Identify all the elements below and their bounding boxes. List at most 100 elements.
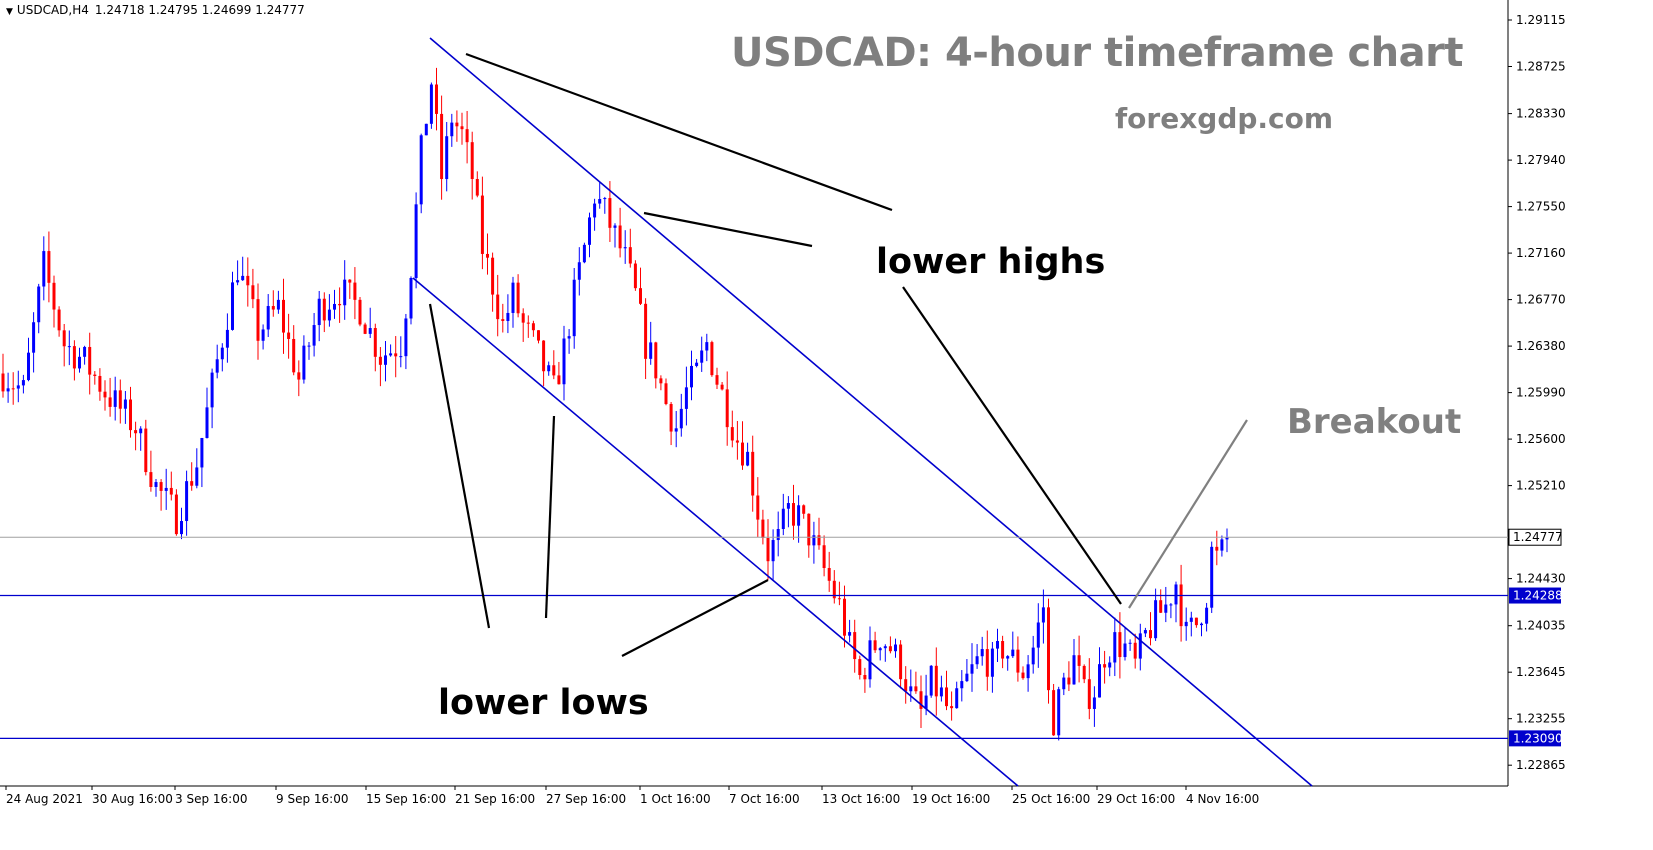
candle-body <box>542 340 546 372</box>
pointer-line-lower-lows-2 <box>544 415 556 619</box>
candle-body <box>644 303 648 359</box>
candle-body <box>1087 679 1091 709</box>
candle-body <box>807 513 811 546</box>
y-tick-label: 1.26380 <box>1516 339 1566 353</box>
candle-body <box>1174 584 1178 605</box>
candle-body <box>1108 662 1112 668</box>
candle-body <box>307 345 311 347</box>
candle-body <box>730 427 734 441</box>
candle-body <box>1154 600 1158 639</box>
candle-body <box>1026 664 1030 679</box>
candle-body <box>1164 604 1168 613</box>
annotation-breakout: Breakout <box>1287 402 1462 442</box>
channel-upper-line <box>429 37 1313 787</box>
candle-body <box>429 84 433 124</box>
candle-body <box>123 399 127 409</box>
candle-body <box>572 279 576 337</box>
candle-body <box>419 135 423 205</box>
candle-body <box>715 375 719 385</box>
y-tick-label: 1.26770 <box>1516 293 1566 307</box>
candle-body <box>965 673 969 682</box>
candle-body <box>593 203 597 218</box>
candle-body <box>843 598 846 636</box>
candle-body <box>1225 537 1229 540</box>
x-tick-label: 3 Sep 16:00 <box>175 792 247 806</box>
y-tick-label: 1.23645 <box>1516 665 1566 679</box>
pointer-line-breakout <box>1128 419 1248 609</box>
candle-body <box>761 519 765 539</box>
candle-body <box>521 313 525 323</box>
candle-body <box>1189 617 1193 622</box>
candle-body <box>353 282 357 300</box>
candle-body <box>980 649 984 657</box>
candle-body <box>57 309 61 331</box>
x-tick-label: 29 Oct 16:00 <box>1097 792 1175 806</box>
candle-body <box>27 352 30 381</box>
candle-body <box>628 247 632 264</box>
candle-body <box>256 299 260 341</box>
candle-body <box>368 328 372 334</box>
candle-body <box>460 126 464 130</box>
x-tick-label: 27 Sep 16:00 <box>546 792 626 806</box>
candle-body <box>741 442 744 466</box>
candle-body <box>394 353 398 357</box>
current-price-label: 1.24777 <box>1513 530 1563 544</box>
candle-body <box>598 198 602 204</box>
candle-body <box>919 691 923 709</box>
candle-body <box>287 332 291 339</box>
candle-body <box>174 494 178 535</box>
candle-body <box>195 467 199 486</box>
candle-body <box>241 275 245 281</box>
candle-body <box>664 383 668 405</box>
candle-body <box>185 481 189 522</box>
candle-body <box>1128 642 1132 644</box>
x-tick-label: 30 Aug 16:00 <box>92 792 173 806</box>
candle-body <box>98 375 102 392</box>
chart-title: USDCAD: 4-hour timeframe chart <box>731 30 1463 76</box>
candle-body <box>282 299 285 333</box>
candle-body <box>649 342 653 359</box>
candle-body <box>348 279 352 283</box>
candle-body <box>149 472 153 487</box>
candle-body <box>878 648 882 651</box>
candle-body <box>924 695 928 709</box>
candle-body <box>537 330 540 341</box>
pointer-line-lower-highs-3 <box>902 286 1122 605</box>
candle-body <box>735 440 739 443</box>
x-tick-label: 15 Sep 16:00 <box>366 792 446 806</box>
dropdown-triangle-icon[interactable]: ▼ <box>6 7 13 17</box>
candle-body <box>832 580 836 599</box>
x-tick-label: 25 Oct 16:00 <box>1012 792 1090 806</box>
candle-body <box>440 113 444 180</box>
candle-body <box>205 407 209 438</box>
candle-body <box>62 330 66 347</box>
candle-body <box>899 644 903 680</box>
candle-body <box>684 387 688 409</box>
candle-body <box>159 482 163 491</box>
candle-body <box>858 659 862 676</box>
y-tick-label: 1.25990 <box>1516 386 1566 400</box>
candle-body <box>1062 677 1066 690</box>
candle-body <box>384 355 387 365</box>
candle-body <box>261 329 265 341</box>
candle-body <box>78 356 81 369</box>
candle-body <box>945 687 948 707</box>
candle-body <box>725 389 729 428</box>
candle-body <box>180 521 183 535</box>
y-tick-label: 1.22865 <box>1516 758 1566 772</box>
candle-body <box>1021 672 1025 679</box>
candle-body <box>863 675 867 680</box>
annotation-lower-highs: lower highs <box>876 242 1106 282</box>
candle-body <box>1215 546 1219 551</box>
candle-body <box>894 644 897 652</box>
ohlc-values: 1.24718 1.24795 1.24699 1.24777 <box>94 3 305 17</box>
candle-body <box>1184 621 1188 627</box>
candle-body <box>42 251 46 287</box>
x-tick-label: 7 Oct 16:00 <box>729 792 800 806</box>
y-tick-label: 1.24035 <box>1516 619 1566 633</box>
candle-body <box>389 353 393 356</box>
candle-body <box>746 451 750 466</box>
candle-body <box>786 503 790 509</box>
candle-body <box>113 390 117 407</box>
candle-body <box>67 346 71 348</box>
